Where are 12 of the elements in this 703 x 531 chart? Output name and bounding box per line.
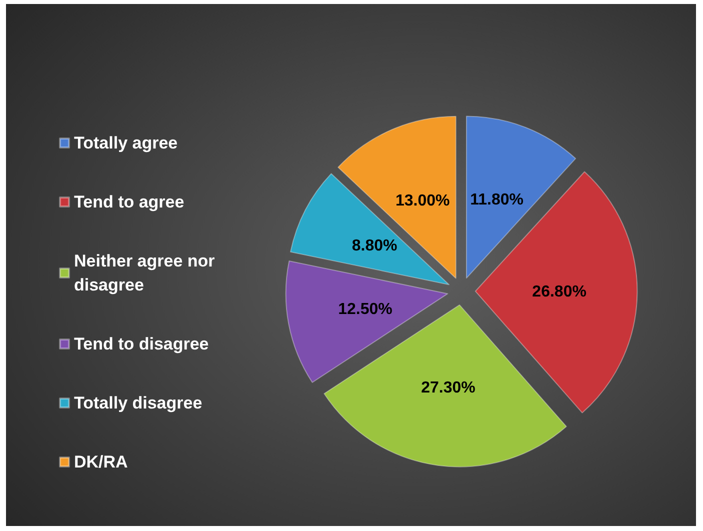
data-label: 13.00% <box>395 192 450 210</box>
legend-label: Tend to agree <box>74 192 184 212</box>
legend-label: Totally agree <box>74 134 178 152</box>
data-label: 27.30% <box>421 380 476 397</box>
legend-label: DK/RA <box>74 452 128 472</box>
data-label: 12.50% <box>338 300 392 318</box>
legend-label: Neither agree nor disagree <box>74 252 220 294</box>
data-label: 26.80% <box>532 284 586 301</box>
data-label: 8.80% <box>352 237 398 254</box>
legend-label: Totally disagree <box>74 394 202 412</box>
legend-label: Tend to disagree <box>74 334 209 354</box>
data-label: 11.80% <box>470 191 524 208</box>
